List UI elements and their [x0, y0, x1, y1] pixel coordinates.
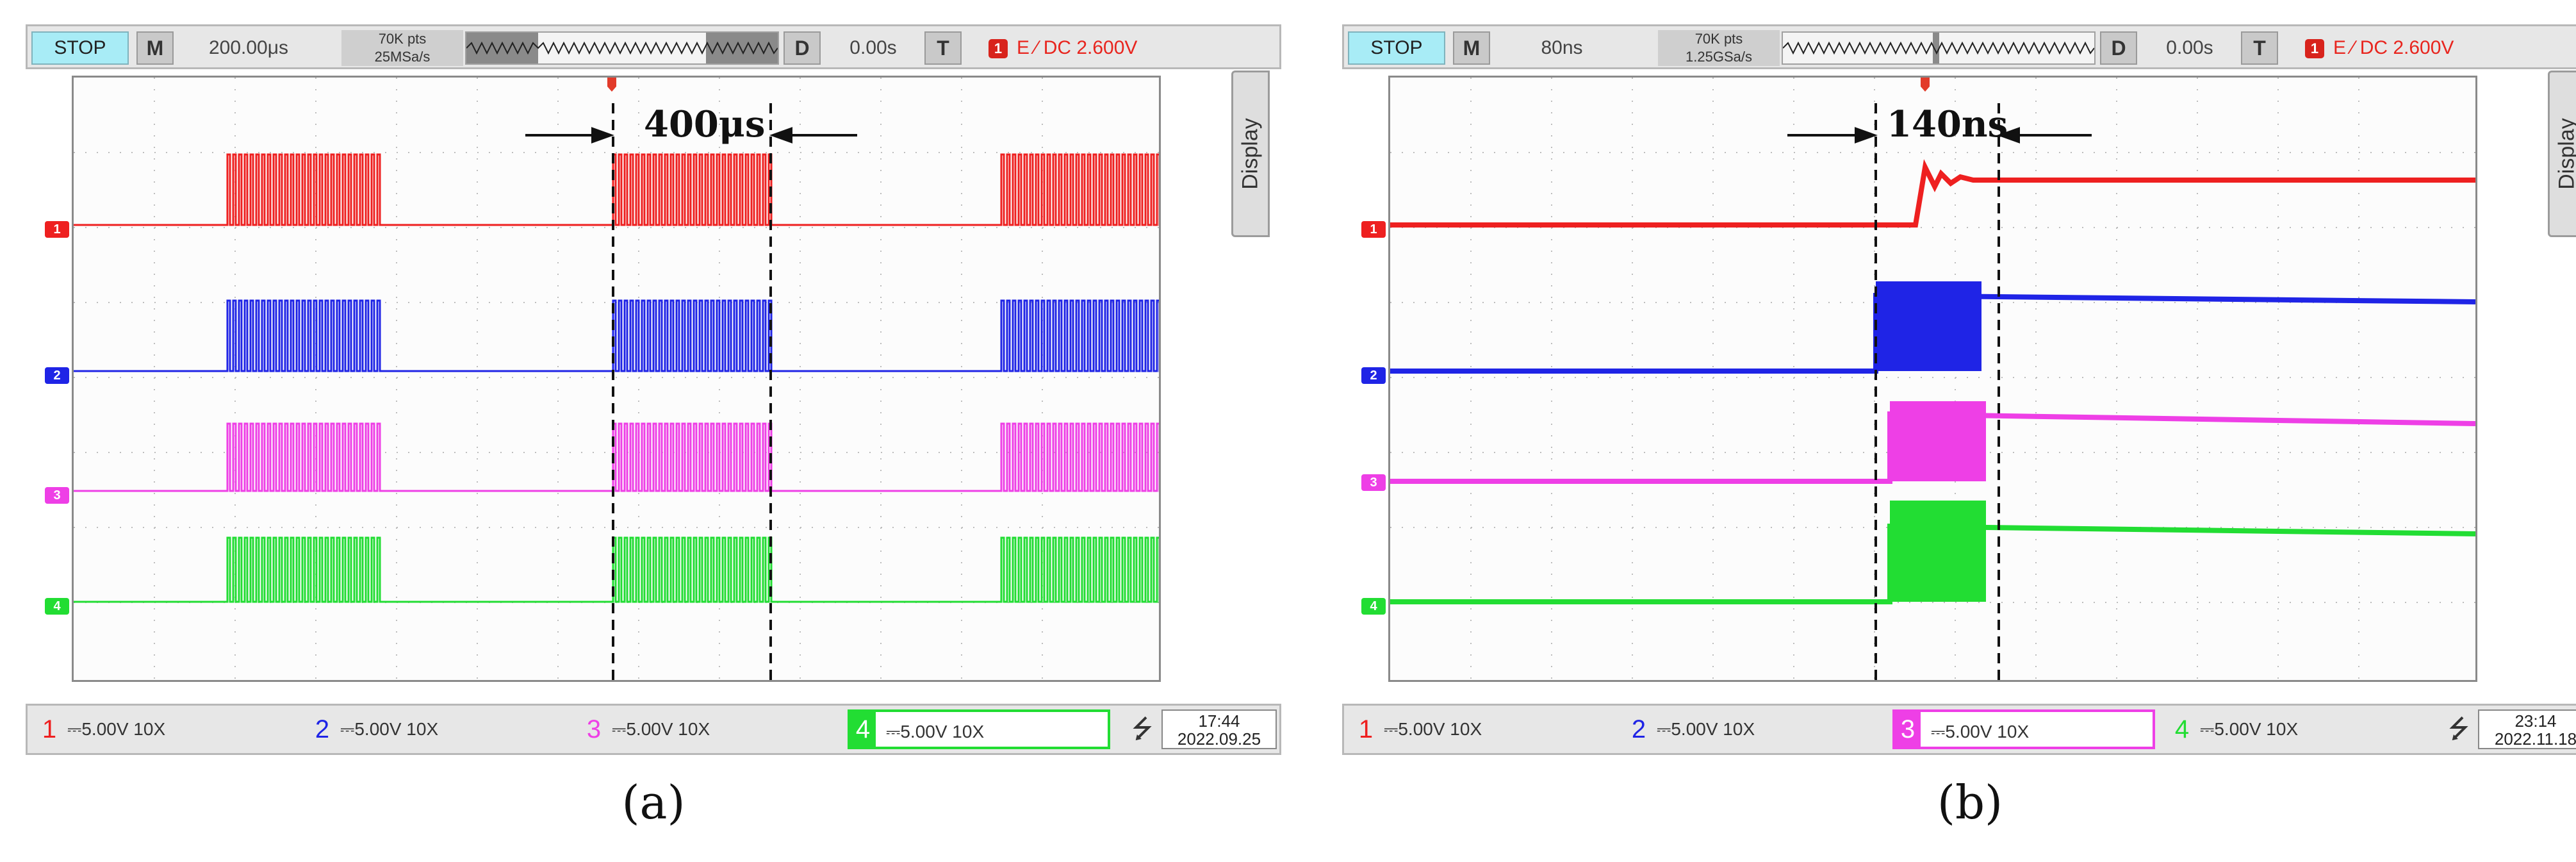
clock-time: 17:44	[1198, 711, 1240, 731]
channel-3-marker[interactable]: 3	[45, 487, 69, 504]
channel-2-settings[interactable]: 2 ⎓5.00V 10X	[304, 709, 567, 749]
channel-3-settings-selected[interactable]: 3 ⎓5.00V 10X	[1892, 709, 2155, 749]
measurement-arrows	[525, 127, 857, 144]
waveform-area	[74, 78, 1159, 680]
channel-3-scale: ⎓5.00V 10X	[1931, 722, 2030, 742]
channel-1-number: 1	[1358, 715, 1374, 743]
horizontal-menu-key[interactable]: M	[136, 31, 174, 65]
channel-1-marker[interactable]: 1	[1361, 221, 1386, 238]
time-annotation: 400μs	[644, 103, 766, 145]
channel-1-trace	[1390, 159, 2475, 228]
display-menu-tab[interactable]: Display	[2548, 70, 2576, 237]
trigger-setting: E ∕ DC 2.600V	[1017, 37, 1138, 58]
channel-1-scale: ⎓5.00V 10X	[1384, 719, 1482, 739]
channel-status-bar: 1 ⎓5.00V 10X 2 ⎓5.00V 10X 3 ⎓5.00V 10X 4…	[1342, 704, 2576, 755]
channel-4-trace	[74, 536, 1159, 603]
memory-info: 70K pts 1.25GSa/s	[1658, 30, 1780, 66]
clock-date: 2022.11.18	[2494, 729, 2576, 749]
delay-menu-key[interactable]: D	[2100, 31, 2137, 65]
channel-4-scale: ⎓5.00V 10X	[2200, 719, 2299, 739]
channel-4-settings[interactable]: 4 ⎓5.00V 10X	[2164, 709, 2427, 749]
clock: 17:44 2022.09.25	[1161, 709, 1277, 749]
trigger-channel-badge: 1	[989, 39, 1008, 59]
channel-2-marker[interactable]: 2	[1361, 367, 1386, 384]
channel-1-settings[interactable]: 1 ⎓5.00V 10X	[1348, 709, 1611, 749]
channel-3-marker[interactable]: 3	[1361, 474, 1386, 491]
memory-info: 70K pts 25MSa/s	[341, 30, 463, 66]
usb-icon: ⭍	[1131, 715, 1153, 743]
memory-overview-icon	[466, 33, 778, 63]
waveform-area	[1390, 78, 2475, 680]
timebase-value: 80ns	[1541, 37, 1583, 58]
run-stop-button[interactable]: STOP	[31, 31, 129, 65]
timebase-value: 200.00μs	[208, 37, 289, 58]
memory-points: 70K pts	[1694, 31, 1743, 47]
memory-overview-icon	[1782, 33, 2095, 63]
channel-3-settings[interactable]: 3 ⎓5.00V 10X	[576, 709, 839, 749]
sample-rate: 25MSa/s	[374, 49, 431, 65]
channel-4-number: 4	[850, 712, 876, 747]
channel-1-marker[interactable]: 1	[45, 221, 69, 238]
clock-date: 2022.09.25	[1177, 729, 1261, 749]
channel-1-scale: ⎓5.00V 10X	[67, 719, 166, 739]
channel-2-trace	[74, 299, 1159, 372]
top-status-bar: STOP M 200.00μs 70K pts 25MSa/s D 0.00s …	[26, 24, 1281, 69]
trigger-menu-key[interactable]: T	[924, 31, 962, 65]
scope-panel-a: STOP M 200.00μs 70K pts 25MSa/s D 0.00s …	[26, 0, 1281, 862]
sample-rate: 1.25GSa/s	[1686, 49, 1752, 65]
figure-caption: (a)	[621, 775, 685, 829]
measurement-arrows	[1787, 127, 2092, 144]
channel-2-marker[interactable]: 2	[45, 367, 69, 384]
trigger-position-icon	[1921, 78, 1930, 92]
time-annotation: 140ns	[1887, 103, 2008, 145]
display-tab-label: Display	[2554, 118, 2576, 190]
figure-caption: (b)	[1937, 775, 2003, 829]
trigger-channel-badge: 1	[2305, 39, 2324, 59]
channel-1-trace	[74, 153, 1159, 226]
channel-3-scale: ⎓5.00V 10X	[612, 719, 710, 739]
top-status-bar: STOP M 80ns 70K pts 1.25GSa/s D 0.00s T …	[1342, 24, 2576, 69]
channel-3-number: 3	[586, 715, 602, 743]
usb-icon: ⭍	[2448, 715, 2470, 743]
channel-1-settings[interactable]: 1 ⎓5.00V 10X	[31, 709, 294, 749]
trigger-info: 1 E ∕ DC 2.600V	[989, 31, 1258, 65]
channel-3-burst	[1890, 401, 1986, 481]
channel-2-settings[interactable]: 2 ⎓5.00V 10X	[1621, 709, 1883, 749]
channel-4-number: 4	[2174, 715, 2190, 743]
waveform-overview-bar[interactable]	[1782, 31, 2096, 65]
channel-4-scale: ⎓5.00V 10X	[886, 722, 985, 742]
delay-value: 0.00s	[849, 37, 897, 58]
run-stop-button[interactable]: STOP	[1348, 31, 1445, 65]
channel-2-burst	[1876, 281, 1981, 371]
channel-2-number: 2	[315, 715, 330, 743]
display-tab-label: Display	[1238, 118, 1263, 190]
waveform-overview-bar[interactable]	[465, 31, 779, 65]
channel-4-marker[interactable]: 4	[1361, 598, 1386, 615]
channel-2-scale: ⎓5.00V 10X	[1657, 719, 1755, 739]
delay-menu-key[interactable]: D	[783, 31, 821, 65]
channel-status-bar: 1 ⎓5.00V 10X 2 ⎓5.00V 10X 3 ⎓5.00V 10X 4…	[26, 704, 1281, 755]
clock-time: 23:14	[2514, 711, 2557, 731]
channel-4-settings-selected[interactable]: 4 ⎓5.00V 10X	[848, 709, 1110, 749]
channel-3-trace	[74, 422, 1159, 492]
trigger-menu-key[interactable]: T	[2241, 31, 2278, 65]
clock: 23:14 2022.11.18	[2478, 709, 2576, 749]
channel-1-number: 1	[42, 715, 57, 743]
waveform-display[interactable]: 400μs	[72, 76, 1161, 682]
channel-4-marker[interactable]: 4	[45, 598, 69, 615]
delay-value: 0.00s	[2166, 37, 2213, 58]
waveform-display[interactable]: 140ns	[1388, 76, 2477, 682]
channel-2-scale: ⎓5.00V 10X	[340, 719, 439, 739]
channel-4-burst	[1890, 501, 1986, 602]
display-menu-tab[interactable]: Display	[1231, 70, 1270, 237]
trigger-info: 1 E ∕ DC 2.600V	[2305, 31, 2574, 65]
scope-panel-b: STOP M 80ns 70K pts 1.25GSa/s D 0.00s T …	[1342, 0, 2576, 862]
channel-2-number: 2	[1631, 715, 1646, 743]
memory-points: 70K pts	[378, 31, 427, 47]
horizontal-menu-key[interactable]: M	[1453, 31, 1490, 65]
trigger-setting: E ∕ DC 2.600V	[2333, 37, 2454, 58]
channel-3-number: 3	[1895, 712, 1921, 747]
trigger-position-icon	[607, 78, 616, 92]
